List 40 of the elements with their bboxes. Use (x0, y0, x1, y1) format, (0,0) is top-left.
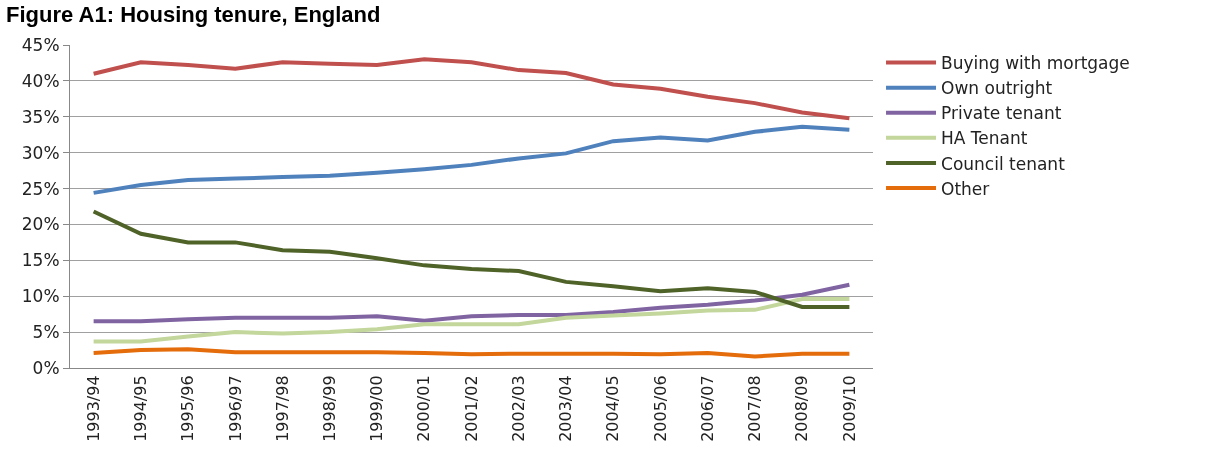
line-series (91, 57, 852, 121)
x-tick-label: 2009/10 (839, 375, 859, 442)
x-tick-label: 2004/05 (603, 375, 623, 442)
line-series (91, 209, 852, 309)
legend-label: Buying with mortgage (941, 53, 1130, 74)
x-tick-label: 2000/01 (414, 375, 434, 442)
x-tick-label: 1998/99 (319, 375, 339, 442)
x-tick-label: 2001/02 (461, 375, 481, 442)
y-tick-label: 5% (32, 322, 60, 343)
y-tick-label: 20% (21, 214, 60, 235)
y-tick-label: 40% (21, 70, 60, 91)
x-tick-label: 2008/09 (792, 375, 812, 442)
legend-label: Private tenant (941, 103, 1062, 124)
x-tick-label: 1995/96 (178, 375, 198, 442)
legend-label: Council tenant (941, 153, 1066, 174)
x-tick-label: 1994/95 (131, 375, 151, 442)
y-tick-label: 25% (21, 178, 60, 199)
y-tick-label: 15% (21, 250, 60, 271)
y-tick-label: 30% (21, 142, 60, 163)
x-tick-label: 1996/97 (225, 375, 245, 442)
x-tick-label: 1999/00 (367, 375, 387, 442)
line-series (91, 124, 852, 195)
y-tick-label: 0% (32, 357, 60, 378)
x-tick-label: 2003/04 (556, 375, 576, 442)
line-series (91, 297, 852, 344)
y-tick-label: 45% (21, 34, 60, 55)
x-tick-label: 2006/07 (697, 375, 717, 442)
chart-title: Figure A1: Housing tenure, England (6, 2, 381, 28)
y-tick-label: 10% (21, 286, 60, 307)
line-series (91, 282, 852, 324)
x-tick-label: 2005/06 (650, 375, 670, 442)
x-tick-label: 1993/94 (83, 375, 103, 442)
x-tick-label: 2002/03 (508, 375, 528, 442)
x-tick-label: 2007/08 (745, 375, 765, 442)
legend-label: Other (941, 178, 990, 199)
line-series (91, 347, 852, 359)
legend-label: Own outright (941, 78, 1053, 99)
legend-label: HA Tenant (941, 128, 1028, 149)
y-tick-label: 35% (21, 106, 60, 127)
x-tick-label: 1997/98 (272, 375, 292, 442)
